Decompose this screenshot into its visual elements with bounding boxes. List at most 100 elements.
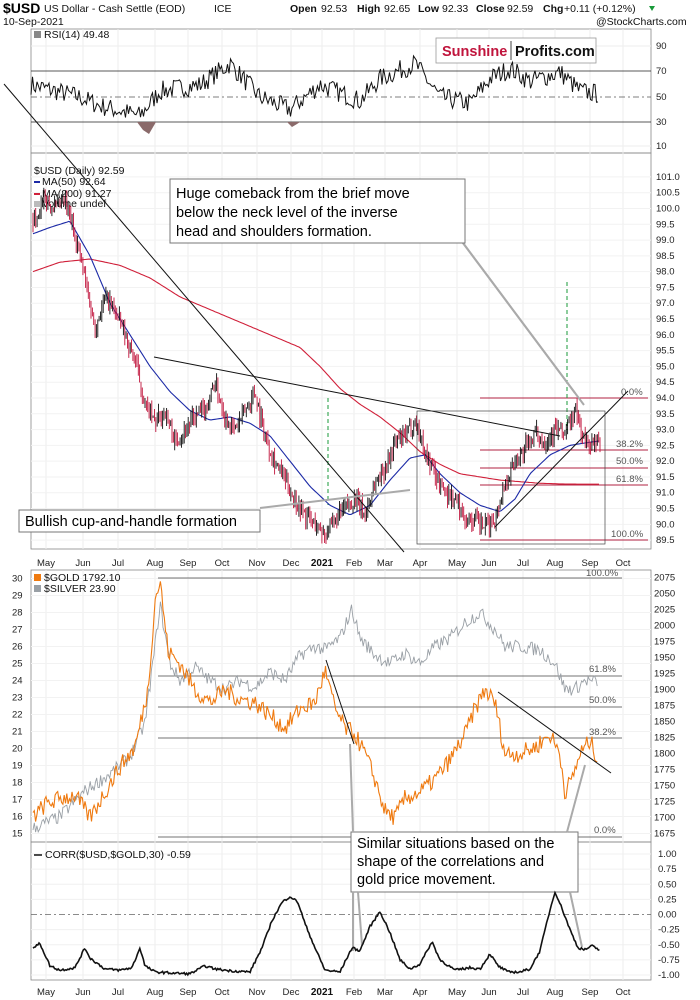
usd-tick-label: 99.0 [656,235,675,246]
x-tick-label-bottom: Mar [377,987,393,998]
usd-tick-label: 94.5 [656,377,675,388]
x-tick-label-bottom: Oct [616,987,631,998]
x-tick-label-mid: Nov [249,558,266,569]
similar-pointer-2 [566,764,586,833]
similar-annotation-line2: shape of the correlations and [357,854,544,870]
silver-tick-label: 23 [12,693,23,704]
usd-price-bars [32,187,601,544]
gold-tick-label: 1750 [654,781,675,792]
handle-box [416,410,606,545]
x-tick-label-mid: 2021 [311,558,334,569]
silver-line [32,601,598,834]
x-tick-label-bottom: Jun [481,987,496,998]
gold-axis-ticks: 2075 2050 2025 2000 1975 1950 1925 1900 1875 1850… [654,573,675,840]
gold-tick-label: 1775 [654,765,675,776]
cup-handle-pointer [259,489,411,509]
silver-tick-label: 16 [12,812,23,823]
usd-tick-label: 91.0 [656,488,675,499]
volume-legend-text: Volume undef [42,198,106,210]
rsi-tick-label: 30 [656,117,667,128]
rsi-legend-swatch [34,31,41,38]
silver-tick-label: 22 [12,710,23,721]
x-axis-middle: May Jun Jul Aug Sep Oct Nov Dec 2021 Feb Mar Apr May… [37,558,631,569]
usd-tick-label: 95.5 [656,346,675,357]
ma200-legend-text: MA(200) 91.27 [42,188,112,200]
silver-legend-text: $SILVER 23.90 [44,583,116,595]
comeback-pointer-2 [462,242,585,406]
similar-pointer-4 [357,891,363,946]
rsi-axis-ticks: 90 70 50 30 10 [656,41,667,152]
silver-tick-label: 27 [12,625,23,636]
corr-tick-label: 0.25 [658,894,677,905]
x-tick-label-bottom: 2021 [311,987,334,998]
high-value: 92.65 [384,3,410,15]
credit-label: @StockCharts.com [596,16,687,28]
x-tick-label-mid: Aug [547,558,564,569]
rsi-oversold-area [137,122,156,134]
usd-tick-label: 92.5 [656,440,675,451]
exchange-label: ICE [214,3,232,15]
usd-tick-label: 95.0 [656,361,675,372]
chart-header: $USD US Dollar - Cash Settle (EOD) ICE 1… [3,0,687,28]
rsi-line [30,54,599,118]
gold-tick-label: 2050 [654,589,675,600]
x-tick-label-bottom: Jul [112,987,124,998]
ma50-legend-text: MA(50) 92.64 [42,176,106,188]
usd-tick-label: 96.0 [656,330,675,341]
silver-axis-ticks: 30 29 28 27 26 25 24 23 22 21 20 19 18 17 16 15 [12,574,23,840]
chg-label: Chg [543,3,563,15]
gold-legend: $GOLD 1792.10 $SILVER 23.90 [34,572,121,595]
gold-tick-label: 1825 [654,733,675,744]
change-up-icon [649,6,655,11]
ma50-line [32,220,600,515]
cup-handle-annotation-box [18,509,261,533]
x-tick-label-mid: Oct [616,558,631,569]
x-tick-label-mid: Aug [147,558,164,569]
gold-tick-label: 1875 [654,701,675,712]
corr-line [32,890,600,977]
x-tick-label-mid: Sep [582,558,599,569]
silver-tick-label: 20 [12,744,23,755]
gold-downtrend-1 [325,659,355,745]
gold-fib-label-50: 50.0% [589,695,616,706]
rsi-tick-label: 10 [656,141,667,152]
cup-handle-annotation: Bullish cup-and-handle formation [18,509,261,533]
comeback-annotation-line2: below the neck level of the inverse [176,205,398,221]
downtrend-line [3,83,405,553]
close-value: 92.59 [507,3,533,15]
close-label: Close [476,3,505,15]
gold-tick-label: 1850 [654,717,675,728]
x-tick-label-bottom: Nov [249,987,266,998]
similar-pointer-1 [349,743,354,833]
x-tick-label-mid: Jul [517,558,529,569]
corr-panel-frame [30,841,652,981]
comeback-annotation-line1: Huge comeback from the brief move [176,186,410,202]
usd-tick-label: 98.0 [656,267,675,278]
rising-support-line [494,390,629,528]
silver-tick-label: 18 [12,778,23,789]
low-value: 92.33 [442,3,468,15]
corr-legend: CORR($USD,$GOLD,30) -0.59 [34,849,191,861]
date-label: 10-Sep-2021 [3,16,64,28]
gold-legend-swatch [34,574,41,581]
x-tick-label-bottom: Oct [215,987,230,998]
rsi-oversold-fill [137,122,300,134]
gold-tick-label: 1975 [654,637,675,648]
x-tick-label-bottom: Apr [413,987,428,998]
gold-fib-label-38: 38.2% [589,727,616,738]
gold-tick-label: 2075 [654,573,675,584]
usd-fib-label-38: 38.2% [616,439,643,450]
gold-tick-label: 1950 [654,653,675,664]
x-axis-bottom: May Jun Jul Aug Sep Oct Nov Dec 2021 Feb Mar Apr May… [37,987,631,998]
corr-tick-label: 0.00 [658,910,677,921]
usd-tick-label: 96.5 [656,314,675,325]
x-tick-label-mid: Jun [481,558,496,569]
open-label: Open [290,3,317,15]
comeback-annotation-line3: head and shoulders formation. [176,224,372,240]
brand-logo-box [435,37,597,64]
x-tick-label-mid: Apr [413,558,428,569]
usd-legend: $USD (Daily) 92.59 MA(50) 92.64 MA(200) … [34,165,125,210]
x-tick-label-mid: Oct [215,558,230,569]
open-value: 92.53 [321,3,347,15]
instrument-name: US Dollar - Cash Settle (EOD) [44,3,185,15]
